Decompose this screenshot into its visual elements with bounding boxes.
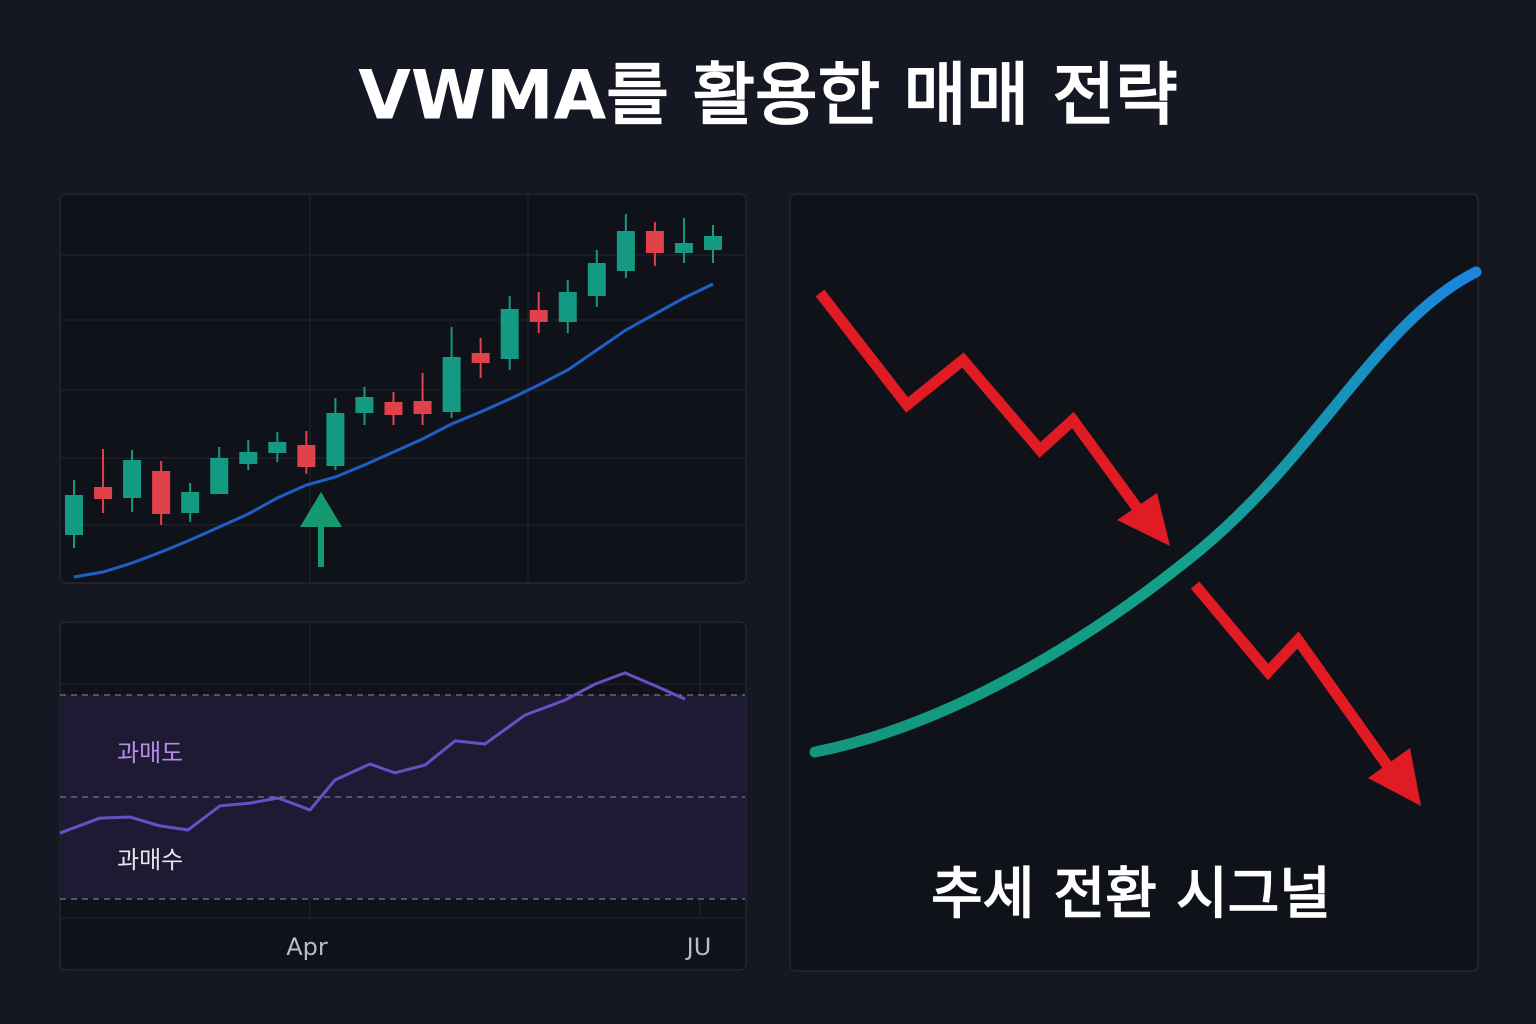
candle-body [645,231,664,253]
candle-body [442,357,461,412]
candle-body [587,263,606,296]
candle-body [616,231,635,271]
candle-body [500,309,519,359]
candle-body [123,460,142,498]
candle-body [558,292,577,322]
candle-body [413,401,432,414]
price-panel [59,193,747,584]
candle-body [529,310,548,322]
trend-curve [809,266,1482,758]
caption: 추세 전환 시그널 [931,862,1331,927]
price-chart [65,214,722,579]
down-arrows [815,289,1397,776]
signal-panel [789,193,1479,972]
title: VWMA를 활용한 매매 전략 [358,57,1177,136]
candle-body [384,402,403,415]
arrow-head [1368,748,1421,806]
candle-body [239,452,258,464]
candle-body [181,492,200,513]
annotation: 과매도 [117,739,183,767]
candle-body [297,445,316,467]
candle-body [94,487,113,499]
candle-body [326,413,345,466]
candle-body [355,397,374,413]
candle-body [268,442,287,453]
candle-body [152,471,171,514]
candle-body [471,353,490,363]
candle-body [704,236,722,250]
arrow-head [1117,493,1170,546]
buy-arrow [300,492,342,567]
price-grid [60,194,746,583]
candle-body [65,495,83,535]
x-tick-label: JU [685,933,712,961]
candle-body [210,458,229,494]
vwma-line [73,282,714,579]
x-tick-label: Apr [286,933,328,961]
candle-body [674,243,693,253]
annotation: 과매수 [117,846,183,874]
oscillator-line [59,671,686,835]
